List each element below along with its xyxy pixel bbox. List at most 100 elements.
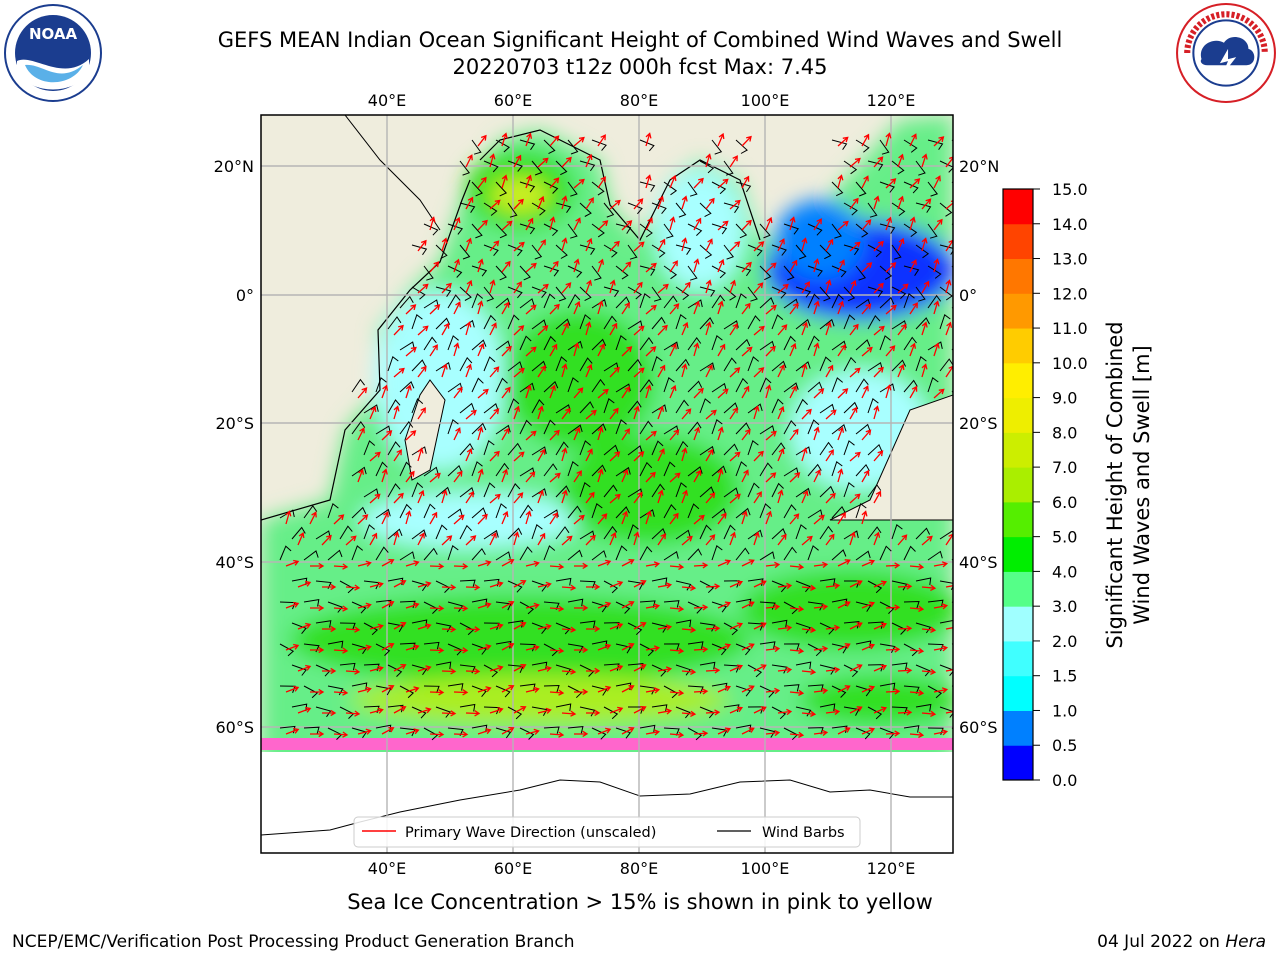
wind-barb: [903, 336, 917, 351]
wind-barb: [627, 445, 643, 456]
lon-tick-bottom: 100°E: [741, 859, 790, 878]
wave-direction-arrow: [561, 363, 568, 378]
wind-barb: [723, 160, 734, 176]
wind-barb: [375, 643, 391, 656]
wave-direction-arrow: [597, 134, 606, 147]
wave-direction-arrow: [537, 532, 546, 546]
colorbar-segment: [1003, 745, 1033, 781]
wave-direction-arrow: [489, 153, 496, 168]
wave-direction-arrow: [825, 708, 841, 716]
wind-barb: [459, 319, 475, 330]
wave-direction-arrow: [322, 625, 337, 633]
wind-barb: [927, 341, 943, 351]
wave-direction-arrow: [549, 472, 561, 483]
wave-direction-arrow: [309, 511, 317, 525]
wave-direction-arrow: [753, 622, 767, 630]
wave-direction-arrow: [669, 429, 680, 441]
wind-barb: [879, 296, 895, 309]
wave-direction-arrow: [573, 646, 589, 654]
wind-barb: [639, 545, 653, 561]
wave-direction-arrow: [777, 489, 784, 504]
wave-direction-arrow: [849, 323, 859, 336]
wind-barb: [447, 508, 463, 519]
wind-barb: [735, 377, 749, 393]
wave-direction-arrow: [693, 562, 709, 569]
wave-direction-arrow: [549, 303, 560, 315]
wave-direction-arrow: [813, 388, 825, 399]
wave-direction-arrow: [837, 300, 845, 315]
lat-tick-left: 40°S: [215, 553, 254, 572]
wave-direction-arrow: [549, 647, 565, 654]
wave-direction-arrow: [645, 174, 652, 189]
wind-barb: [591, 685, 608, 696]
wave-direction-arrow: [753, 664, 767, 672]
wave-direction-arrow: [958, 602, 970, 608]
wind-barb: [459, 286, 472, 301]
wave-direction-arrow: [717, 727, 732, 735]
wave-direction-arrow: [693, 646, 709, 653]
wind-barb: [579, 286, 592, 302]
wave-direction-arrow: [465, 584, 481, 591]
colorbar-tick-label: 6.0: [1052, 493, 1077, 512]
wind-barb: [435, 317, 451, 330]
wave-direction-arrow: [345, 668, 361, 675]
wind-barb: [375, 685, 392, 696]
wind-barb: [951, 685, 953, 687]
wave-direction-arrow: [717, 426, 724, 441]
wind-barb: [831, 265, 847, 278]
wind-barb: [615, 334, 627, 351]
wind-barb: [771, 398, 784, 414]
wave-direction-arrow: [633, 405, 640, 420]
wave-direction-arrow: [921, 280, 930, 294]
wave-direction-arrow: [825, 409, 837, 420]
wave-direction-arrow: [453, 514, 465, 525]
wind-barb: [483, 356, 496, 372]
wave-direction-arrow: [837, 344, 846, 357]
wind-barb: [915, 244, 930, 259]
wind-barb: [591, 423, 607, 435]
wave-direction-arrow: [669, 689, 685, 696]
wave-direction-arrow: [465, 626, 481, 633]
wave-direction-arrow: [597, 685, 612, 693]
wave-direction-arrow: [717, 601, 732, 609]
wind-barb: [783, 546, 797, 561]
wave-direction-arrow: [933, 175, 941, 189]
wind-barb: [903, 223, 918, 237]
wind-barb: [459, 202, 476, 213]
wave-direction-arrow: [849, 622, 863, 630]
redsea-coast: [344, 115, 441, 231]
wind-barb: [699, 661, 716, 670]
wind-barb: [819, 244, 832, 260]
wind-barb: [375, 377, 387, 393]
wave-direction-arrow: [801, 626, 817, 633]
wave-direction-arrow: [333, 731, 349, 738]
wave-direction-arrow: [885, 304, 897, 315]
colorbar-segment: [1003, 189, 1033, 225]
wave-direction-arrow: [429, 304, 441, 315]
wind-barb: [891, 523, 903, 540]
colorbar-label-line1: Significant Height of Combined: [1103, 321, 1127, 648]
wave-direction-arrow: [441, 584, 457, 591]
wind-barb: [591, 378, 606, 393]
colorbar-label-line2: Wind Waves and Swell [m]: [1130, 345, 1154, 625]
wind-barb: [771, 360, 787, 372]
wind-barb: [579, 481, 591, 498]
wave-direction-arrow: [537, 707, 552, 714]
wave-direction-arrow: [393, 621, 407, 630]
wind-barb: [819, 286, 831, 302]
wind-barb: [555, 577, 572, 586]
wave-direction-arrow: [393, 663, 407, 672]
wind-barb: [867, 286, 884, 298]
wind-barb: [627, 244, 638, 260]
wind-barb: [483, 244, 499, 257]
wind-barb: [303, 726, 320, 735]
wind-barb: [783, 467, 799, 477]
wave-direction-arrow: [633, 325, 645, 336]
wave-direction-arrow: [513, 281, 522, 294]
wave-direction-arrow: [489, 366, 500, 378]
lat-tick-right: 60°S: [959, 718, 998, 737]
wave-direction-arrow: [657, 489, 664, 504]
wave-direction-arrow: [669, 384, 677, 399]
wave-direction-arrow: [561, 407, 571, 420]
wave-direction-arrow: [909, 605, 925, 612]
